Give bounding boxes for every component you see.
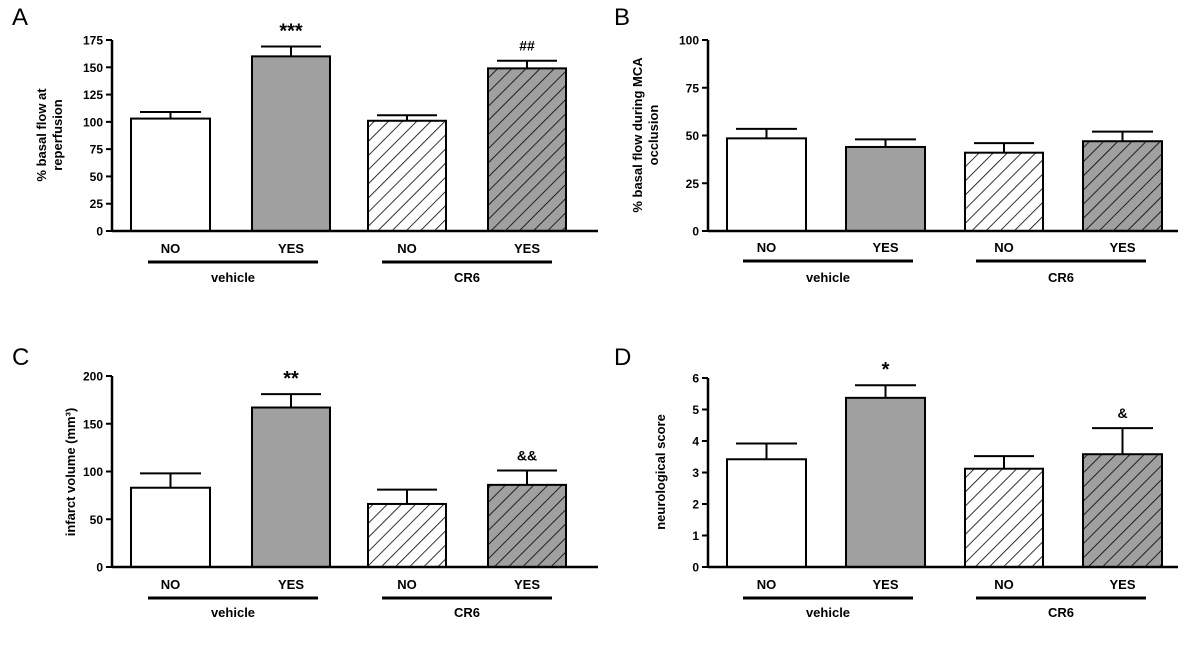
y-axis-label: % basal flow during MCA [630, 57, 645, 213]
x-category-label: YES [872, 240, 898, 255]
panel-letter: A [12, 4, 28, 31]
bar [251, 55, 331, 232]
bar [726, 137, 807, 233]
significance-marker: * [882, 359, 890, 381]
y-tick-label: 150 [83, 61, 103, 75]
y-tick-label: 100 [679, 34, 699, 48]
x-category-label: YES [514, 241, 540, 256]
bar [130, 117, 211, 232]
group-label: vehicle [211, 605, 255, 620]
x-category-label: NO [994, 577, 1014, 592]
panel-letter: C [12, 344, 29, 371]
x-category-label: NO [757, 240, 777, 255]
x-category-label: YES [872, 577, 898, 592]
significance-marker: ## [519, 38, 535, 54]
y-tick-label: 3 [692, 466, 699, 480]
y-tick-label: 6 [692, 372, 699, 386]
y-tick-label: 5 [692, 403, 699, 417]
bar [487, 67, 567, 233]
x-category-label: YES [1109, 240, 1135, 255]
panel-letter: D [614, 344, 631, 371]
bar [964, 151, 1044, 232]
bar [130, 486, 211, 568]
y-tick-label: 25 [686, 177, 700, 191]
bar [964, 467, 1044, 568]
y-tick-label: 150 [83, 417, 103, 431]
y-tick-label: 50 [686, 129, 700, 143]
y-tick-label: 50 [90, 170, 104, 184]
y-tick-label: 175 [83, 34, 103, 48]
group-label: vehicle [806, 605, 850, 620]
significance-marker: *** [279, 21, 303, 43]
bar [367, 502, 447, 568]
group-label: CR6 [1048, 270, 1074, 285]
y-tick-label: 1 [692, 529, 699, 543]
y-tick-label: 125 [83, 88, 103, 102]
y-tick-label: 0 [96, 561, 103, 575]
y-tick-label: 0 [692, 225, 699, 239]
y-tick-label: 75 [686, 81, 700, 95]
bar [726, 458, 807, 568]
y-tick-label: 4 [692, 435, 699, 449]
bar [487, 483, 567, 568]
bar [1082, 453, 1163, 569]
significance-marker: & [1117, 405, 1127, 421]
y-tick-label: 200 [83, 370, 103, 384]
bar [845, 145, 926, 233]
x-category-label: YES [514, 577, 540, 592]
bar [845, 396, 926, 568]
significance-marker: ** [283, 368, 299, 390]
y-axis-label: % basal flow at [34, 88, 49, 182]
group-label: vehicle [211, 270, 255, 285]
x-category-label: YES [278, 577, 304, 592]
y-tick-label: 2 [692, 498, 699, 512]
y-tick-label: 100 [83, 115, 103, 129]
y-tick-label: 50 [90, 513, 104, 527]
y-tick-label: 100 [83, 465, 103, 479]
x-category-label: YES [278, 241, 304, 256]
group-label: vehicle [806, 270, 850, 285]
x-category-label: NO [161, 577, 181, 592]
panel-letter: B [614, 4, 630, 31]
y-tick-label: 0 [692, 561, 699, 575]
y-tick-label: 75 [90, 143, 104, 157]
x-category-label: YES [1109, 577, 1135, 592]
group-label: CR6 [454, 270, 480, 285]
y-axis-label: neurological score [653, 414, 668, 530]
x-category-label: NO [397, 577, 417, 592]
bar [251, 406, 331, 569]
y-axis-label: reperfusion [50, 99, 65, 171]
bar [1082, 140, 1163, 232]
group-label: CR6 [1048, 605, 1074, 620]
x-category-label: NO [397, 241, 417, 256]
y-tick-label: 0 [96, 225, 103, 239]
y-axis-label: occlusion [646, 105, 661, 166]
y-axis-label: infarct volume (mm³) [63, 408, 78, 537]
y-tick-label: 25 [90, 197, 104, 211]
x-category-label: NO [161, 241, 181, 256]
group-label: CR6 [454, 605, 480, 620]
x-category-label: NO [757, 577, 777, 592]
bar [367, 119, 447, 232]
x-category-label: NO [994, 240, 1014, 255]
significance-marker: && [517, 448, 537, 464]
